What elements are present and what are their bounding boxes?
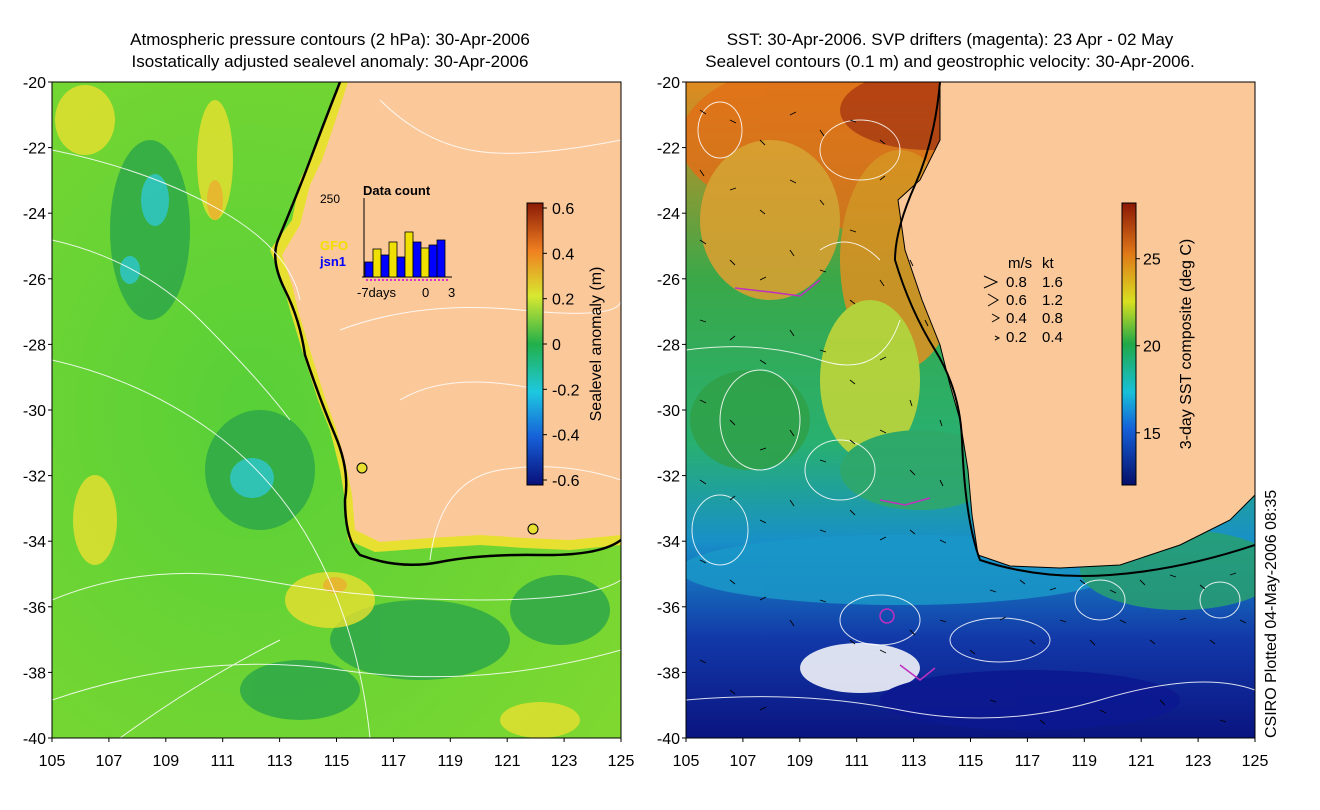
right-ytick-label: -30 <box>657 403 680 420</box>
sla-colorbar-tick-label: 0.2 <box>552 292 574 309</box>
velocity-legend-ms-3: 0.2 <box>1006 329 1027 346</box>
right-xtick-label: 109 <box>786 753 813 770</box>
left-xtick-label: 125 <box>608 753 635 770</box>
inset-legend-gfo: GFO <box>320 238 348 253</box>
right-xtick-label: 107 <box>730 753 757 770</box>
velocity-legend-ms-header: m/s <box>1008 255 1032 272</box>
velocity-legend-kt-3: 0.4 <box>1042 329 1063 346</box>
right-ytick-label: -32 <box>657 469 680 486</box>
left-xtick-label: 117 <box>381 753 407 770</box>
velocity-legend-arrow-0.8 <box>983 275 999 289</box>
right-ytick-label: -24 <box>657 206 680 223</box>
right-xtick-label: 119 <box>1072 753 1098 770</box>
right-xtick-label: 121 <box>1128 753 1155 770</box>
left-xtick-label: 113 <box>267 753 293 770</box>
velocity-legend-kt-2: 0.8 <box>1042 310 1063 327</box>
velocity-legend-kt-1: 1.2 <box>1042 292 1063 309</box>
sla-colorbar-tick-label: 0.6 <box>552 201 574 218</box>
right-title-line1: SST: 30-Apr-2006. SVP drifters (magenta)… <box>726 30 1174 49</box>
inset-ymax-label: 250 <box>320 192 340 206</box>
velocity-legend-arrow-0.6 <box>987 293 999 307</box>
right-map <box>686 82 1255 738</box>
velocity-legend: m/s kt 0.8 1.6 0.6 1.2 0.4 0.8 0.2 0.4 <box>983 255 1063 346</box>
velocity-legend-arrow-0.2 <box>994 335 1001 341</box>
right-title-line2: Sealevel contours (0.1 m) and geostrophi… <box>705 52 1195 71</box>
velocity-legend-arrow-0.4 <box>991 313 1001 323</box>
right-ytick-label: -26 <box>657 272 680 289</box>
inset-legend-jsn1: jsn1 <box>319 254 346 269</box>
inset-xlabel-start: -7days <box>357 285 397 300</box>
data-count-inset: Data count 250 GFO jsn1 -7days 0 3 <box>319 183 455 300</box>
sla-colorbar: 0.6 0.4 0.2 0 -0.2 -0.4 -0.6 Sealevel anomaly … <box>526 201 605 490</box>
left-title-line2: Isostatically adjusted sealevel anomaly:… <box>131 52 529 71</box>
sla-colorbar-tick-label: -0.4 <box>552 428 580 445</box>
sst-colorbar-label: 3-day SST composite (deg C) <box>1178 239 1195 449</box>
sst-colorbar-tick-label: 20 <box>1143 339 1161 356</box>
left-xtick-label: 123 <box>551 753 578 770</box>
sla-colorbar-tick-label: -0.6 <box>552 473 580 490</box>
sst-colorbar-tick-label: 25 <box>1143 252 1161 269</box>
right-ytick-label: -36 <box>657 600 680 617</box>
sla-colorbar-tick-label: 0.4 <box>552 246 574 263</box>
left-xtick-label: 119 <box>438 753 464 770</box>
right-ytick-label: -38 <box>657 665 680 682</box>
left-ytick-label: -22 <box>23 141 46 158</box>
left-ytick-label: -20 <box>23 75 46 92</box>
credit-text: CSIRO Plotted 04-May-2006 08:35 <box>1263 490 1280 738</box>
right-xtick-label: 125 <box>1242 753 1269 770</box>
right-ytick-label: -28 <box>657 337 680 354</box>
right-ytick-label: -20 <box>657 75 680 92</box>
left-ytick-label: -34 <box>23 534 46 551</box>
left-ytick-label: -36 <box>23 600 46 617</box>
left-xtick-label: 111 <box>211 753 235 770</box>
left-ytick-label: -40 <box>23 731 46 748</box>
velocity-legend-kt-header: kt <box>1042 255 1055 272</box>
left-ytick-label: -28 <box>23 337 46 354</box>
sla-colorbar-tick-label: 0 <box>552 337 561 354</box>
sla-colorbar-label: Sealevel anomaly (m) <box>588 267 605 422</box>
inset-xlabel-end: 3 <box>448 285 455 300</box>
velocity-arrows <box>699 109 1247 725</box>
left-xtick-label: 121 <box>494 753 521 770</box>
inset-xlabel-zero: 0 <box>422 285 429 300</box>
right-xtick-label: 111 <box>845 753 869 770</box>
left-xtick-label: 105 <box>39 753 66 770</box>
velocity-legend-ms-2: 0.4 <box>1006 310 1027 327</box>
velocity-legend-kt-0: 1.6 <box>1042 274 1063 291</box>
right-ytick-label: -22 <box>657 141 680 158</box>
right-xtick-label: 115 <box>958 753 984 770</box>
axis-labels: -20 -22 -24 -26 -28 -30 -32 -34 -36 -38 -40 105 107 1… <box>23 75 1269 770</box>
inset-title: Data count <box>363 183 431 198</box>
left-xtick-label: 109 <box>152 753 179 770</box>
left-ytick-label: -30 <box>23 403 46 420</box>
left-xtick-label: 115 <box>324 753 350 770</box>
left-ytick-label: -38 <box>23 665 46 682</box>
sla-colorbar-tick-label: -0.2 <box>552 382 580 399</box>
sst-colorbar: 25 20 15 3-day SST composite (deg C) <box>1121 202 1195 486</box>
right-xtick-label: 113 <box>901 753 927 770</box>
sst-colorbar-tick-label: 15 <box>1143 426 1161 443</box>
velocity-legend-ms-1: 0.6 <box>1006 292 1027 309</box>
right-ytick-label: -40 <box>657 731 680 748</box>
velocity-legend-ms-0: 0.8 <box>1006 274 1027 291</box>
right-xtick-label: 123 <box>1185 753 1212 770</box>
right-xtick-label: 117 <box>1015 753 1041 770</box>
right-ytick-label: -34 <box>657 534 680 551</box>
left-xtick-label: 107 <box>96 753 123 770</box>
left-ytick-label: -26 <box>23 272 46 289</box>
left-title-line1: Atmospheric pressure contours (2 hPa): 3… <box>130 30 530 49</box>
right-xtick-label: 105 <box>673 753 700 770</box>
left-ytick-label: -24 <box>23 206 46 223</box>
left-ytick-label: -32 <box>23 469 46 486</box>
